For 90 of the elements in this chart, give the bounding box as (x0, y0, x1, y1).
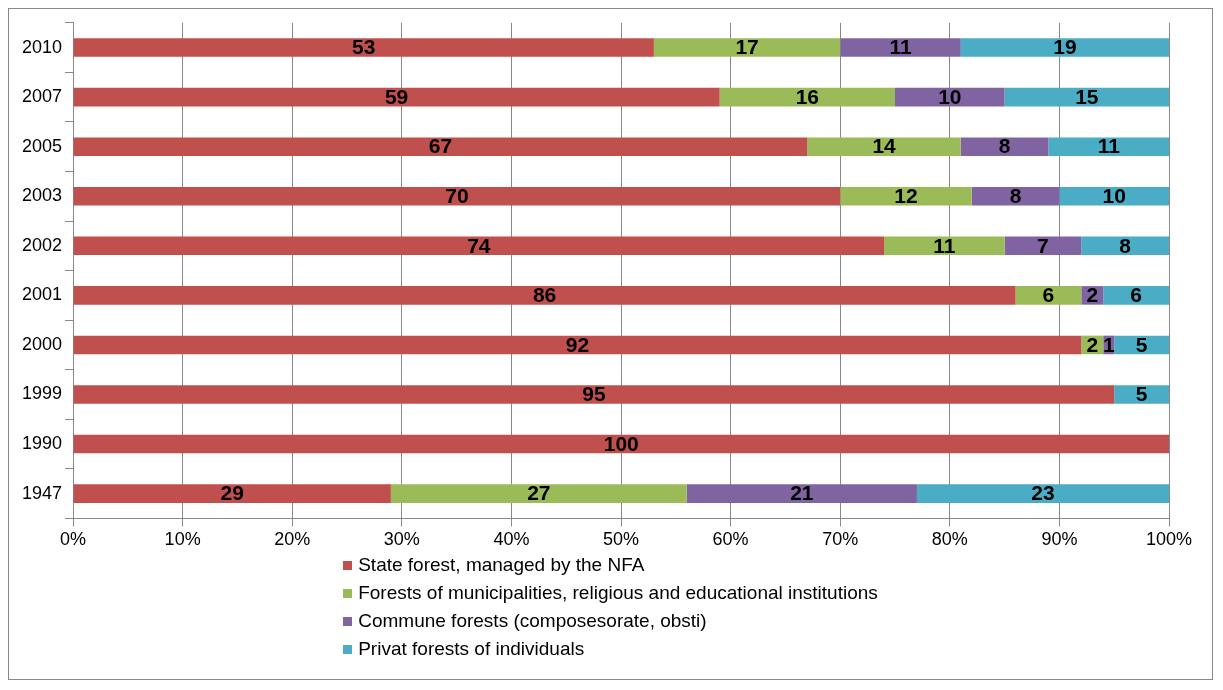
data-label: 14 (872, 134, 897, 158)
data-label: 17 (735, 35, 759, 59)
bar (1004, 87, 1169, 107)
bar (73, 38, 654, 57)
bar (1114, 385, 1169, 404)
x-tick-label: 80% (931, 529, 968, 550)
x-tick-label: 30% (383, 529, 420, 550)
bar (73, 186, 841, 206)
x-tick-label: 20% (274, 529, 311, 550)
bar (840, 38, 961, 57)
data-label: 67 (428, 134, 453, 158)
bar (960, 38, 1169, 57)
bar (73, 137, 808, 156)
bar (73, 87, 720, 107)
legend-label: State forest, managed by the NFA (358, 554, 645, 576)
y-tick-label: 1947 (22, 482, 63, 503)
data-label: 70 (445, 184, 469, 208)
legend-label: Privat forests of individuals (358, 638, 585, 660)
y-tick-label: 2000 (22, 333, 63, 354)
x-tick-label: 10% (164, 529, 201, 550)
data-label: 10 (938, 84, 962, 108)
bar (73, 484, 391, 503)
y-tick-label: 2005 (22, 135, 63, 156)
bar (1015, 286, 1082, 305)
bar (73, 434, 1169, 454)
bar (653, 38, 841, 57)
data-label: 92 (565, 332, 590, 356)
bar (1059, 186, 1169, 206)
x-tick-label: 0% (60, 529, 87, 550)
bar (884, 236, 1005, 256)
data-label: 16 (795, 84, 820, 108)
bar (73, 286, 1016, 305)
data-label: 6 (1042, 283, 1055, 307)
data-label: 53 (352, 35, 376, 59)
x-tick-label: 60% (712, 529, 749, 550)
data-label: 59 (384, 84, 409, 108)
data-label: 74 (467, 233, 491, 257)
data-label: 10 (1102, 184, 1126, 208)
x-tick-label: 50% (603, 529, 640, 550)
y-tick-label: 2010 (22, 36, 63, 57)
y-tick-label: 1990 (22, 433, 63, 454)
bar (390, 484, 687, 503)
data-label: 6 (1130, 283, 1142, 307)
data-label: 5 (1135, 382, 1148, 406)
y-tick-label: 1999 (22, 383, 63, 404)
data-label: 27 (527, 481, 551, 505)
data-label: 5 (1135, 332, 1148, 356)
bar (1103, 286, 1169, 305)
data-label: 95 (582, 382, 606, 406)
bar (807, 137, 961, 156)
bar (1081, 236, 1169, 256)
bar (73, 385, 1115, 404)
bar (1004, 236, 1082, 256)
data-label: 2 (1086, 283, 1099, 307)
data-label: 23 (1031, 481, 1055, 505)
data-label: 19 (1053, 35, 1077, 59)
y-tick-label: 2007 (22, 86, 63, 107)
bar (686, 484, 917, 503)
data-label: 11 (1097, 134, 1121, 158)
data-label: 21 (790, 481, 814, 505)
legend-label: Commune forests (composesorate, obsti) (358, 610, 707, 632)
y-tick-label: 2002 (22, 234, 63, 255)
x-tick-label: 90% (1041, 529, 1078, 550)
data-label: 8 (998, 134, 1011, 158)
data-label: 86 (532, 283, 557, 307)
bar (971, 186, 1060, 206)
data-label: 11 (889, 35, 912, 59)
data-label: 2 (1086, 332, 1099, 356)
bar (73, 236, 885, 256)
x-tick-label: 70% (822, 529, 859, 550)
bar (960, 137, 1049, 156)
bar (719, 87, 896, 107)
data-label: 8 (1119, 233, 1132, 257)
data-label: 100 (603, 431, 639, 455)
bar (73, 335, 1082, 355)
data-label: 29 (220, 481, 244, 505)
x-tick-label: 100% (1145, 529, 1193, 550)
data-label: 12 (894, 184, 918, 208)
bar (916, 484, 1169, 503)
data-label: 1 (1102, 332, 1115, 356)
legend-label: Forests of municipalities, religious and educational institutions (358, 582, 878, 604)
data-label: 8 (1009, 184, 1022, 208)
y-tick-label: 2003 (22, 185, 63, 206)
data-label: 7 (1037, 233, 1049, 257)
bar (1048, 137, 1169, 156)
data-label: 15 (1075, 84, 1099, 108)
data-label: 11 (933, 233, 956, 257)
bar (840, 186, 972, 206)
y-tick-label: 2001 (22, 284, 63, 305)
x-tick-label: 40% (493, 529, 530, 550)
